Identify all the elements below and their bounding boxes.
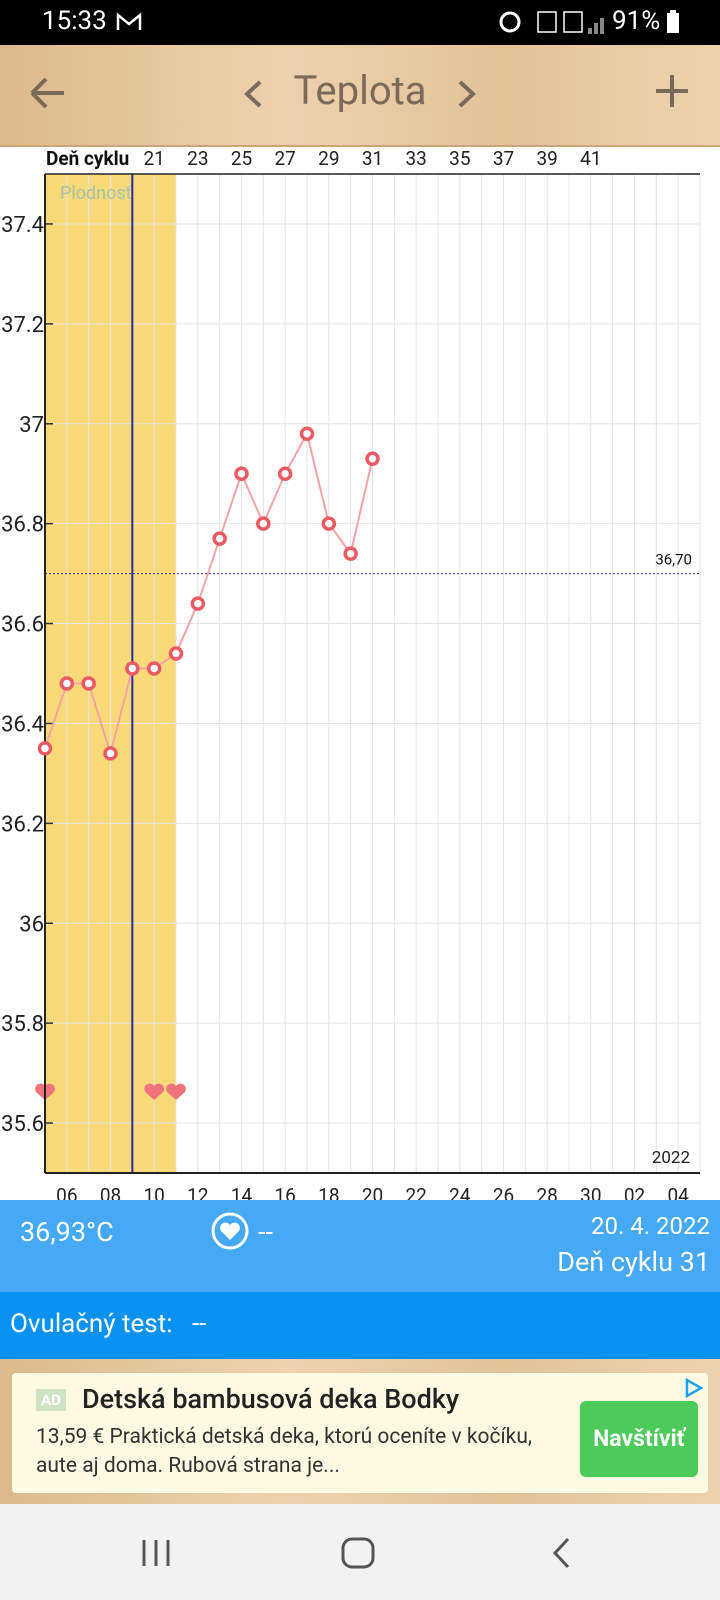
date: 20. 4. 2022 <box>591 1212 710 1240</box>
recent-apps-button[interactable] <box>140 1538 174 1568</box>
cycle-day-label: 27 <box>274 147 295 170</box>
x-label-bg <box>44 147 140 171</box>
status-icons <box>499 11 604 34</box>
temperature-point <box>81 676 96 691</box>
x-tick-label: 28 <box>536 1184 557 1200</box>
y-tick-label: 36.6 <box>1 613 44 638</box>
x-tick-label: 18 <box>318 1184 339 1200</box>
cycle-day-label: 39 <box>536 147 557 170</box>
cycle-day-label: 21 <box>143 147 164 170</box>
app-bar: Teplota <box>0 45 720 147</box>
info-bar: 36,93°C -- 20. 4. 2022 Deň cyklu 31 <box>0 1200 720 1292</box>
ovulation-test-label: Ovulačný test: <box>10 1309 173 1339</box>
back-button[interactable] <box>28 75 68 111</box>
intercourse-heart <box>144 1083 165 1100</box>
temperature-point <box>343 546 358 561</box>
heart-value: -- <box>258 1216 273 1248</box>
x-tick-label: 08 <box>100 1184 121 1200</box>
status-bar: 15:33 91% <box>0 0 720 45</box>
back-nav-button[interactable] <box>550 1536 574 1570</box>
temperature-line <box>44 430 374 758</box>
cycle-day-label: 33 <box>405 147 426 170</box>
year-label: 2022 <box>652 1148 690 1168</box>
temperature-point <box>256 516 271 531</box>
prev-button[interactable] <box>242 79 264 109</box>
intercourse-heart <box>166 1083 186 1100</box>
ovulation-test-bar[interactable]: Ovulačný test: -- <box>0 1292 720 1359</box>
add-button[interactable] <box>654 73 690 109</box>
y-tick-label: 37 <box>19 413 44 438</box>
ad-area: AD Detská bambusová deka Bodky 13,59 € P… <box>0 1359 720 1504</box>
battery: 91% <box>612 6 661 36</box>
temperature-point <box>125 661 140 676</box>
x-tick-label: 06 <box>56 1184 77 1200</box>
cycle-day-label: 23 <box>187 147 208 170</box>
x-tick-label: 16 <box>274 1184 295 1200</box>
temperature-point <box>234 466 249 481</box>
chart: 35.6 35.8 36 36.2 36.4 36.6 36.8 37 37.2 37.4 Plod… <box>1 147 701 1200</box>
temperature-point <box>59 676 75 691</box>
nav-bar <box>0 1504 720 1600</box>
x-tick-label: 02 <box>624 1184 645 1200</box>
ovulation-test-value: -- <box>192 1309 207 1339</box>
temperature-point <box>168 646 184 661</box>
mail-icon <box>116 12 142 30</box>
ad-text: 13,59 € Praktická detská deka, ktorú oce… <box>36 1425 533 1478</box>
heart-icon[interactable] <box>210 1211 250 1251</box>
y-tick-label: 36 <box>19 912 44 937</box>
y-tick-label: 36.4 <box>1 712 44 737</box>
cycle-day-label: 37 <box>493 147 514 170</box>
x-tick-label: 10 <box>143 1184 164 1200</box>
temperature-point <box>365 451 380 466</box>
temperature-point <box>146 661 162 676</box>
x-tick-label: 24 <box>449 1184 471 1200</box>
temperature: 36,93°C <box>20 1216 114 1248</box>
cycle-day-label: 41 <box>580 147 601 170</box>
reference-label: 36,70 <box>655 551 692 569</box>
ad-badge: AD <box>36 1389 66 1411</box>
home-button[interactable] <box>340 1536 376 1570</box>
y-tick-label: 37.2 <box>1 313 44 338</box>
temperature-point <box>299 426 315 441</box>
cycle-day-label: 35 <box>449 147 470 170</box>
x-tick-label: 22 <box>405 1184 426 1200</box>
cycle-day-label: 29 <box>318 147 339 170</box>
x-axis-title: Deň cyklu <box>46 147 129 170</box>
x-tick-label: 04 <box>667 1184 689 1200</box>
temperature-point <box>37 741 53 756</box>
battery-icon <box>667 10 679 33</box>
ad-button[interactable]: Navštíviť <box>580 1401 698 1477</box>
y-tick-label: 37.4 <box>1 213 44 238</box>
cycle-day-label: 25 <box>231 147 252 170</box>
x-tick-label: 12 <box>187 1184 208 1200</box>
x-tick-label: 14 <box>231 1184 253 1200</box>
time: 15:33 <box>42 6 107 36</box>
x-tick-label: 26 <box>493 1184 514 1200</box>
temperature-point <box>277 466 293 481</box>
y-tick-label: 35.6 <box>1 1112 44 1137</box>
temperature-point <box>212 531 227 546</box>
fertile-label: Plodnosť <box>60 183 133 204</box>
ad-title: Detská bambusová deka Bodky <box>82 1383 460 1415</box>
cycle-day-label: 31 <box>362 147 383 170</box>
temperature-point <box>321 516 337 531</box>
x-tick-label: 30 <box>580 1184 601 1200</box>
next-button[interactable] <box>456 79 478 109</box>
screen-title: Teplota <box>293 67 427 114</box>
y-tick-label: 36.2 <box>1 812 44 837</box>
y-tick-label: 36.8 <box>1 513 44 538</box>
ad-card[interactable]: AD Detská bambusová deka Bodky 13,59 € P… <box>12 1373 708 1493</box>
temperature-point <box>190 596 206 611</box>
temperature-point <box>103 746 118 761</box>
y-tick-label: 35.8 <box>1 1012 44 1037</box>
ad-choices-icon[interactable] <box>682 1377 704 1399</box>
x-tick-label: 20 <box>362 1184 383 1200</box>
cycle-day: Deň cyklu 31 <box>557 1246 710 1278</box>
